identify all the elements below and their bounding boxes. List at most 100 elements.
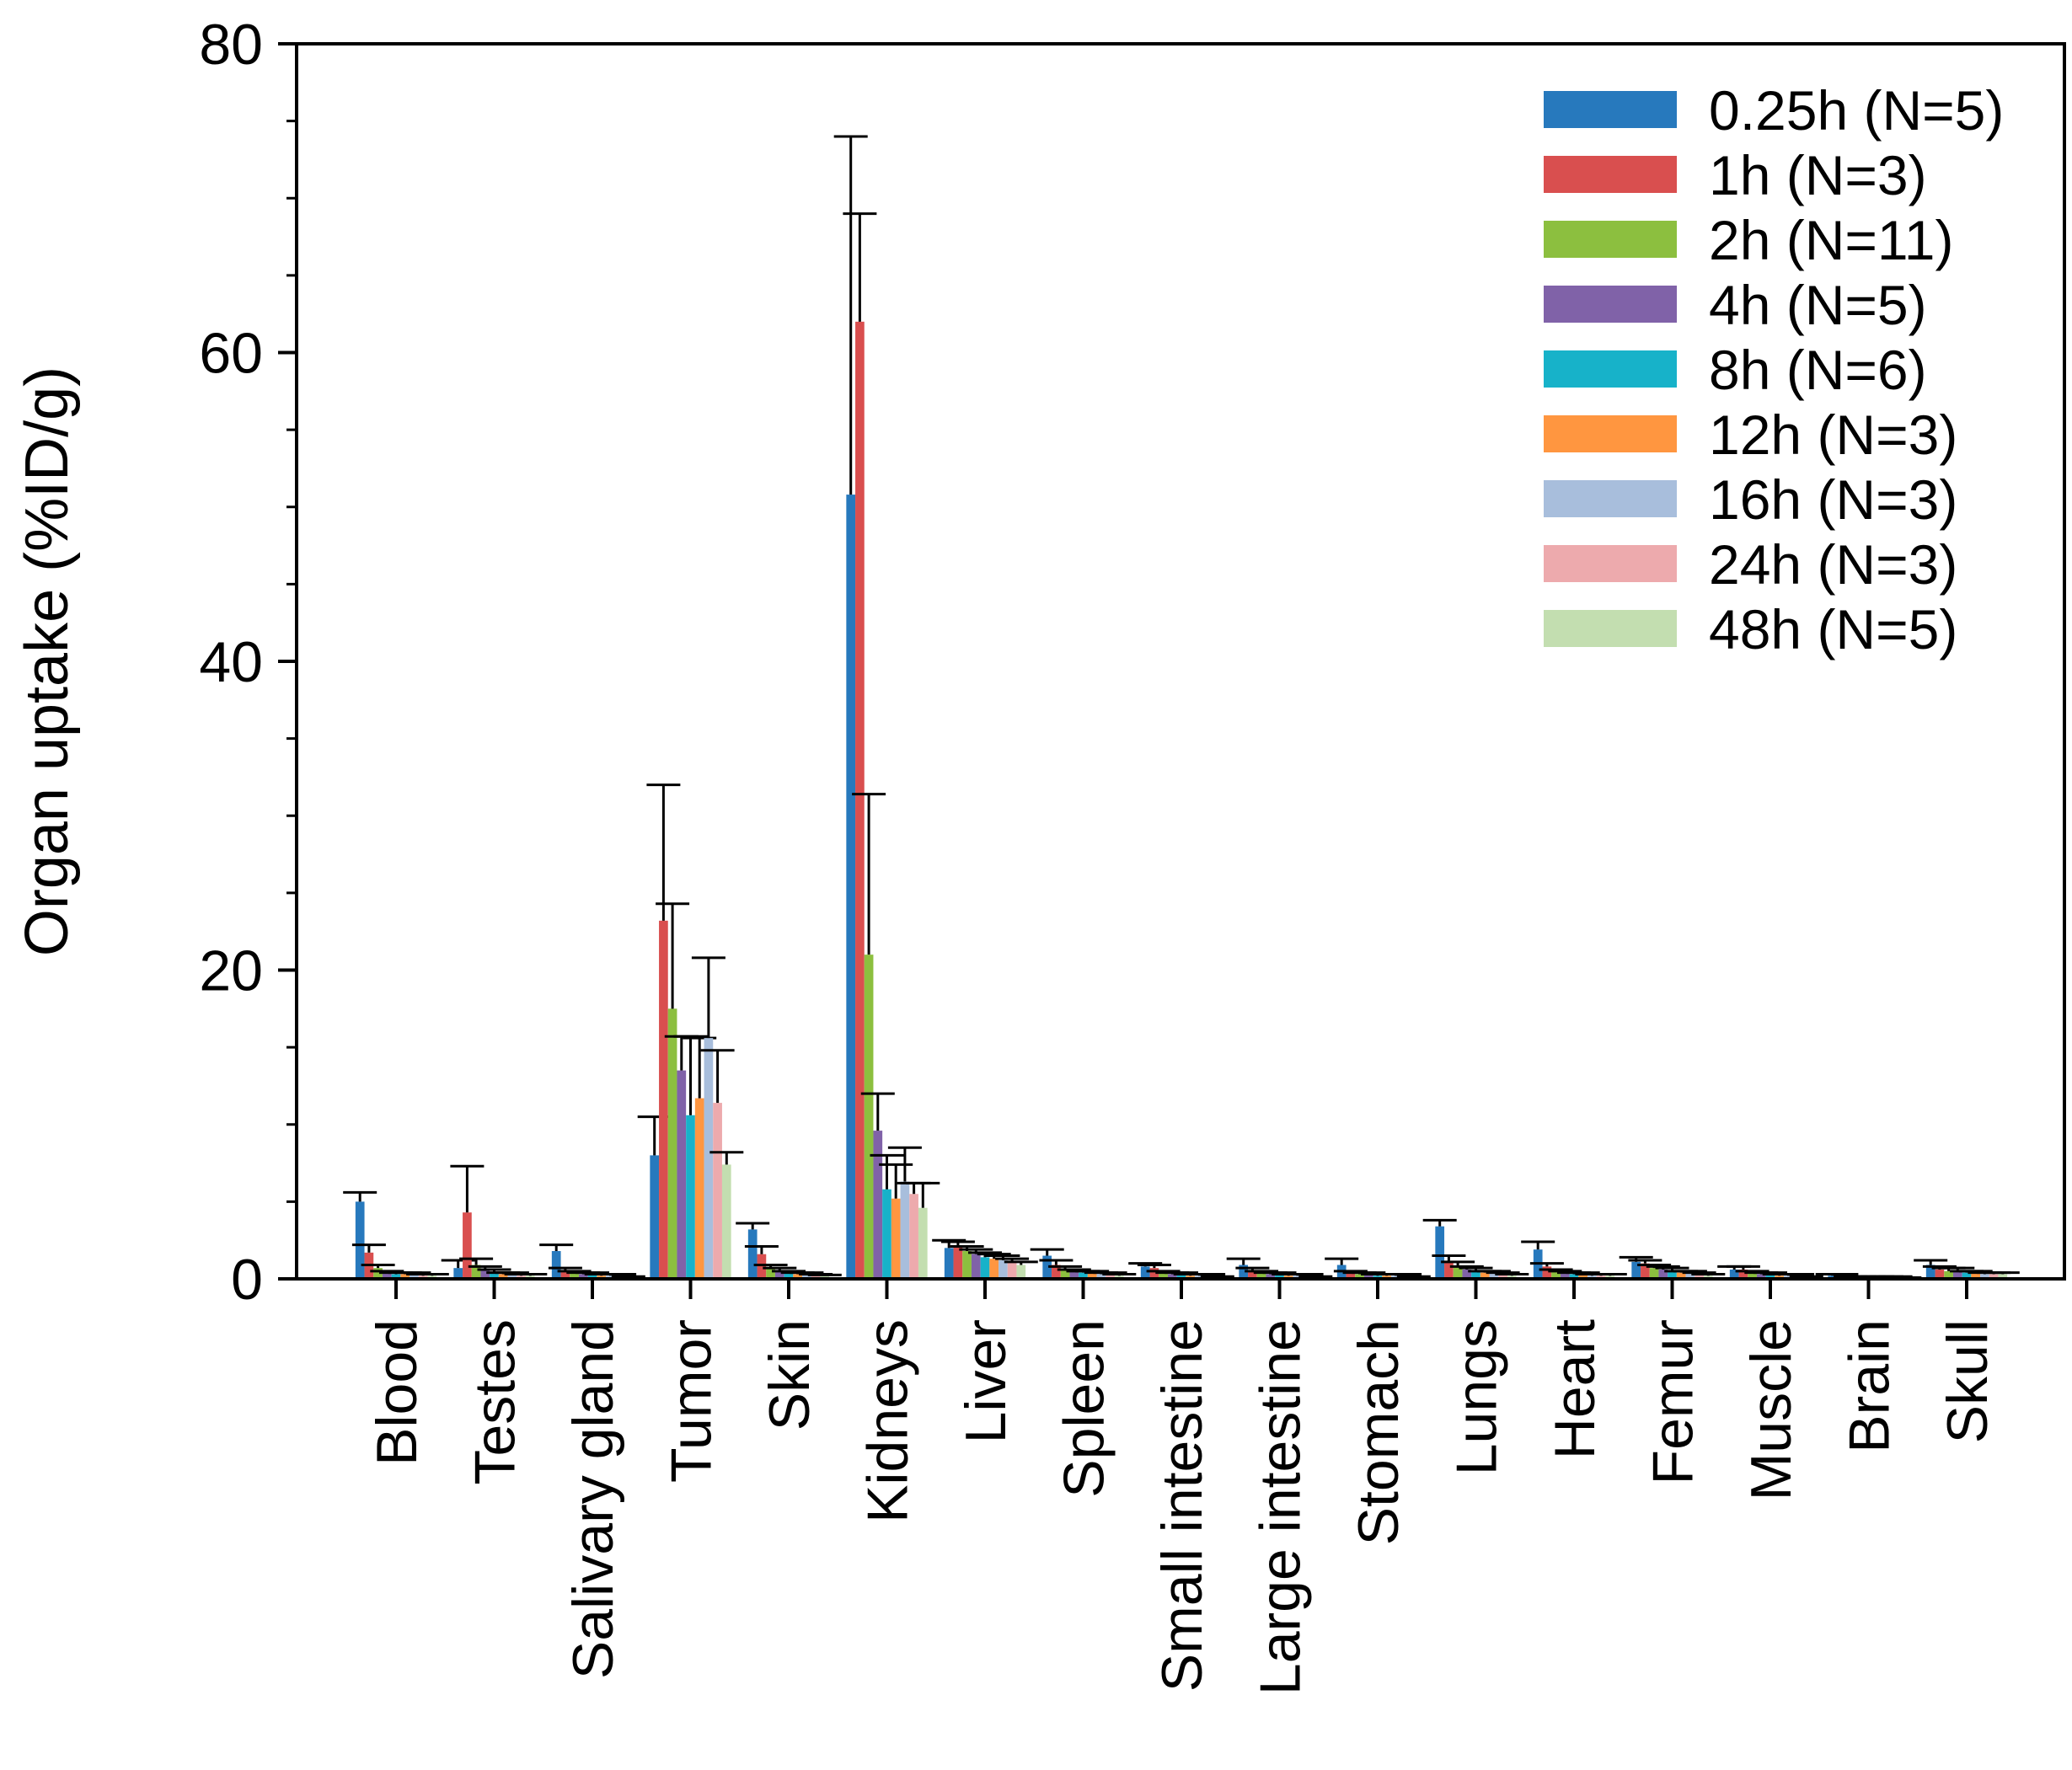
legend-swatch <box>1544 545 1677 582</box>
bar <box>667 1008 677 1279</box>
bar <box>1355 1274 1364 1279</box>
bar <box>1079 1272 1088 1279</box>
x-category-label: Skull <box>1935 1319 2000 1443</box>
bar <box>463 1212 472 1279</box>
bar <box>1569 1274 1579 1279</box>
x-category-label: Salivary gland <box>561 1319 625 1679</box>
bar <box>1560 1272 1570 1279</box>
bar <box>1641 1263 1650 1279</box>
bar <box>1668 1270 1677 1279</box>
bar <box>1498 1274 1507 1279</box>
bar <box>1962 1272 1972 1279</box>
bar <box>1542 1266 1552 1279</box>
bar <box>1435 1226 1445 1279</box>
bar <box>1935 1270 1945 1279</box>
bar <box>1729 1270 1739 1279</box>
bar <box>480 1270 490 1279</box>
legend-label: 4h (N=5) <box>1709 274 1927 336</box>
bar <box>882 1189 891 1279</box>
legend-swatch <box>1544 91 1677 128</box>
x-category-label: Tumor <box>660 1319 724 1483</box>
bar <box>873 1131 883 1279</box>
bar <box>1748 1272 1757 1279</box>
x-category-label: Lungs <box>1445 1319 1509 1475</box>
bar <box>713 1103 722 1279</box>
legend-label: 48h (N=5) <box>1709 598 1957 660</box>
bar <box>793 1274 803 1279</box>
bar <box>1649 1268 1659 1279</box>
axes: 0 20 40 60 80 Blood Testes Salivary gland Tumor S… <box>199 13 2000 1695</box>
bar <box>1925 1265 1935 1279</box>
bar <box>453 1268 463 1279</box>
bar <box>391 1274 401 1279</box>
bar <box>1167 1274 1177 1279</box>
bar <box>677 1070 687 1279</box>
bar <box>900 1181 910 1279</box>
bar <box>1444 1261 1454 1279</box>
bar <box>953 1246 963 1279</box>
bar <box>551 1251 561 1279</box>
bar <box>855 321 865 1280</box>
bar <box>686 1115 695 1279</box>
bar <box>587 1274 597 1279</box>
bar <box>1578 1274 1588 1279</box>
legend-label: 16h (N=3) <box>1709 468 1957 531</box>
legend-label: 0.25h (N=5) <box>1709 79 2004 142</box>
bar <box>1149 1268 1159 1279</box>
legend-label: 8h (N=6) <box>1709 339 1927 401</box>
x-category-label: Skin <box>758 1319 822 1430</box>
bar <box>980 1257 990 1279</box>
legend-swatch <box>1544 480 1677 517</box>
bar <box>1989 1274 1999 1279</box>
bar <box>1676 1272 1686 1279</box>
bar <box>659 920 668 1279</box>
bar <box>1756 1274 1766 1279</box>
legend-label: 2h (N=11) <box>1709 209 1953 271</box>
bar <box>1256 1272 1266 1279</box>
bar <box>1998 1274 2008 1279</box>
bar <box>774 1270 784 1279</box>
bar <box>944 1248 954 1279</box>
bar <box>471 1265 481 1279</box>
bar <box>498 1274 508 1279</box>
bar <box>1069 1270 1079 1279</box>
bar <box>1971 1272 1981 1279</box>
y-tick-label: 80 <box>199 13 263 77</box>
bar <box>694 1098 704 1279</box>
bar <box>1631 1261 1641 1279</box>
bar <box>1159 1272 1168 1279</box>
bar <box>1016 1265 1026 1279</box>
bar <box>578 1274 588 1279</box>
bar <box>1765 1274 1775 1279</box>
bar <box>1489 1272 1499 1279</box>
bar <box>1738 1270 1748 1279</box>
bar <box>1106 1274 1115 1279</box>
legend-swatch <box>1544 156 1677 193</box>
x-category-label: Spleen <box>1052 1319 1116 1498</box>
legend-swatch <box>1544 610 1677 647</box>
bar <box>570 1272 579 1279</box>
bar <box>999 1260 1008 1279</box>
bar <box>1658 1270 1668 1279</box>
legend-swatch <box>1544 350 1677 388</box>
legend-label: 24h (N=3) <box>1709 533 1957 596</box>
x-category-label: Femur <box>1641 1319 1705 1484</box>
bar <box>1952 1270 1962 1279</box>
bar <box>1695 1274 1704 1279</box>
bar <box>802 1274 811 1279</box>
bar <box>962 1251 972 1279</box>
y-tick-label: 0 <box>231 1248 263 1312</box>
legend-swatch <box>1544 286 1677 323</box>
bar <box>1551 1270 1561 1279</box>
bar <box>1471 1270 1480 1279</box>
x-category-label: Liver <box>954 1319 1018 1443</box>
bar <box>784 1272 794 1279</box>
bar <box>1462 1270 1472 1279</box>
bar <box>1176 1274 1186 1279</box>
bar <box>1275 1274 1284 1279</box>
bar <box>864 955 874 1279</box>
bar <box>1685 1272 1695 1279</box>
x-category-label: Muscle <box>1739 1319 1803 1500</box>
bar <box>1239 1265 1249 1279</box>
